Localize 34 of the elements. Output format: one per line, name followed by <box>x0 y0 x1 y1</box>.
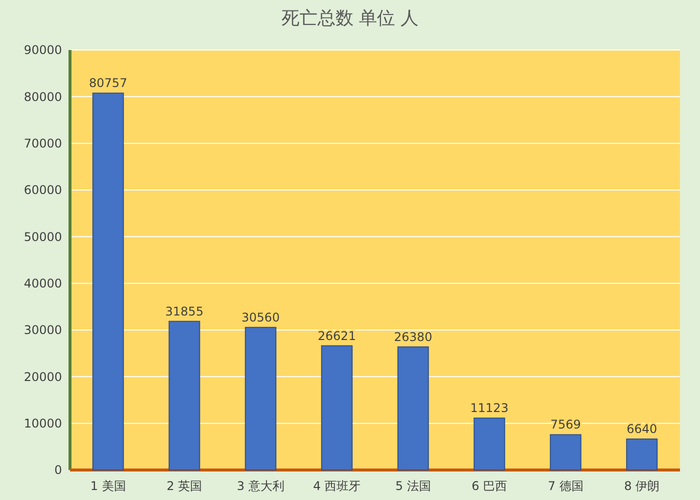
x-tick-label: 5 法国 <box>395 479 431 493</box>
data-label: 26621 <box>318 328 356 343</box>
data-label: 80757 <box>89 76 128 90</box>
x-tick-label: 7 德国 <box>548 479 584 493</box>
y-tick-label: 10000 <box>24 416 62 431</box>
bar <box>244 326 276 470</box>
bar <box>397 346 429 470</box>
data-label: 26380 <box>394 330 432 344</box>
y-tick-label: 40000 <box>24 276 62 291</box>
bar <box>550 434 582 470</box>
bar <box>168 320 200 470</box>
x-tick-label: 4 西班牙 <box>313 479 361 493</box>
y-tick-label: 50000 <box>24 230 62 244</box>
bar <box>321 345 353 470</box>
data-label: 31855 <box>165 304 204 318</box>
bar <box>92 92 124 470</box>
x-tick-label: 6 巴西 <box>472 479 508 493</box>
x-tick-label: 8 伊朗 <box>624 479 660 493</box>
bar <box>626 438 658 470</box>
y-tick-label: 0 <box>54 463 62 478</box>
y-tick-label: 60000 <box>24 183 62 198</box>
data-label: 11123 <box>470 401 508 416</box>
y-tick-label: 80000 <box>24 90 62 104</box>
y-tick-label: 90000 <box>24 43 62 58</box>
x-tick-label: 3 意大利 <box>236 479 284 493</box>
y-tick-label: 20000 <box>24 370 62 384</box>
y-tick-label: 30000 <box>24 323 62 338</box>
x-tick-label: 1 美国 <box>90 479 126 493</box>
x-tick-label: 2 英国 <box>166 479 202 493</box>
data-label: 6640 <box>626 422 658 436</box>
y-tick-label: 70000 <box>24 136 62 151</box>
data-label: 30560 <box>242 310 280 324</box>
chart-title: 死亡总数 单位 人 <box>281 8 419 29</box>
bar <box>474 418 506 470</box>
